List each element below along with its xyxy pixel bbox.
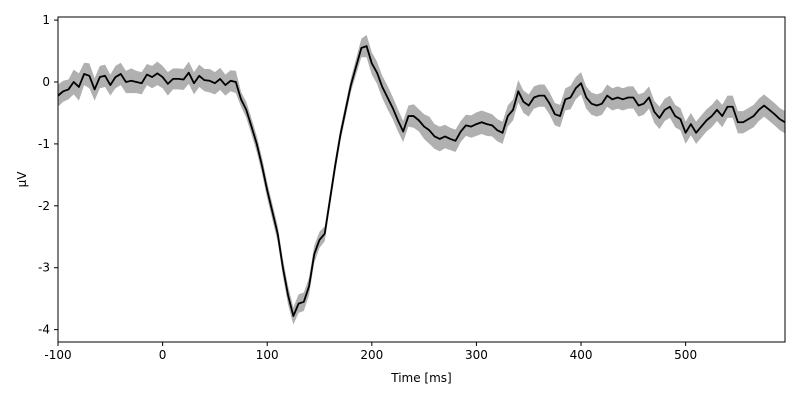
x-tick-label: 100 [256,348,279,362]
x-tick-label: -100 [44,348,71,362]
axes-frame [57,16,786,343]
x-axis: -100 0 100 200 300 400 500 [44,342,697,362]
x-tick-label: 500 [674,348,697,362]
y-tick-label: 1 [42,13,50,27]
y-tick-label: -2 [38,199,50,213]
x-tick-label: 200 [360,348,383,362]
y-tick-label: -3 [38,261,50,275]
x-tick-label: 400 [570,348,593,362]
y-tick-label: -4 [38,323,50,337]
y-tick-label: 0 [42,75,50,89]
plot-area [57,34,786,325]
y-tick-label: -1 [38,137,50,151]
confidence-band [58,34,785,325]
y-axis: -4 -3 -2 -1 0 1 [38,13,58,337]
x-tick-label: 0 [159,348,167,362]
mean-line [57,45,786,317]
x-axis-label: Time [ms] [390,371,452,385]
x-tick-label: 300 [465,348,488,362]
y-axis-label: µV [15,171,29,188]
